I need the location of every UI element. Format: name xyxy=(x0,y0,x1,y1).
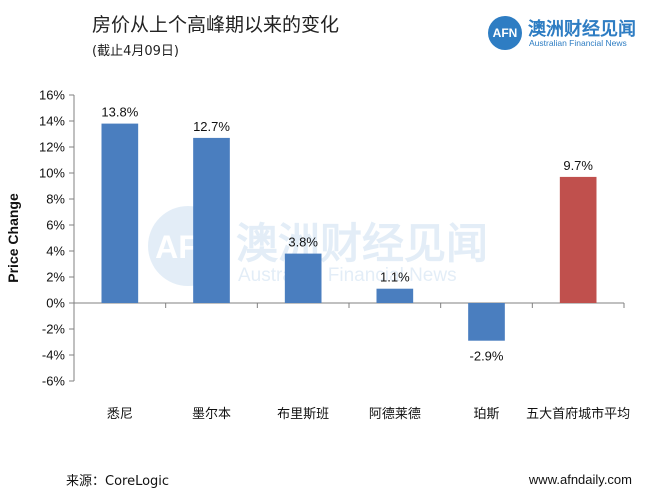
logo-subtitle: Australian Financial News xyxy=(529,38,627,48)
logo-name: 澳洲财经见闻 xyxy=(528,19,636,40)
bar-4[interactable] xyxy=(468,303,505,341)
data-label-0: 13.8% xyxy=(101,105,138,120)
axes: -6% -4% -2% 0% 2% 4% 6% 8% 10% 12% 14% 16% Price Cha… xyxy=(5,88,625,389)
afn-logo-icon: AFN xyxy=(488,16,522,50)
chart-title: 房价从上个高峰期以来的变化 xyxy=(92,14,340,36)
category-label-3: 阿德莱德 xyxy=(369,407,421,422)
y-tick-label: 0% xyxy=(46,296,65,311)
brand-logo: AFN 澳洲财经见闻 Australian Financial News xyxy=(488,12,638,52)
y-tick-label: -6% xyxy=(42,374,66,389)
bar-3[interactable] xyxy=(376,288,414,303)
data-label-2: 3.8% xyxy=(288,235,318,250)
data-label-5: 9.7% xyxy=(563,158,593,173)
y-tick-label: 10% xyxy=(39,166,65,181)
y-tick-label: 8% xyxy=(46,192,65,207)
category-label-4: 珀斯 xyxy=(473,407,499,422)
data-label-4: -2.9% xyxy=(470,349,504,364)
y-tick-label: -2% xyxy=(42,322,66,337)
website-url[interactable]: www.afndaily.com xyxy=(528,472,632,487)
bar-0[interactable] xyxy=(101,123,139,303)
data-label-1: 12.7% xyxy=(193,119,230,134)
bars xyxy=(101,123,597,341)
chart-subtitle: (截止4月09日) xyxy=(92,44,179,59)
y-tick-label: -4% xyxy=(42,348,66,363)
labels: 13.8% 悉尼 12.7% 墨尔本 3.8% 布里斯班 1.1% 阿德莱德 -2.9% 珀斯 9.… xyxy=(101,105,630,422)
watermark-subtitle: Australian Financial News xyxy=(238,265,457,286)
y-tick-label: 14% xyxy=(39,114,65,129)
bar-1[interactable] xyxy=(193,137,230,303)
y-tick-label: 4% xyxy=(46,244,65,259)
y-tick-label: 2% xyxy=(46,270,65,285)
y-tick-label: 6% xyxy=(46,218,65,233)
watermark-name: 澳洲财经见闻 xyxy=(236,219,488,268)
source-note: 来源：CoreLogic xyxy=(66,474,170,489)
y-axis-title: Price Change xyxy=(5,193,21,283)
bar-5[interactable] xyxy=(559,176,597,303)
category-label-5: 五大首府城市平均 xyxy=(526,406,630,422)
y-tick-label: 12% xyxy=(39,140,65,155)
category-label-0: 悉尼 xyxy=(107,407,133,422)
bar-2[interactable] xyxy=(284,253,322,303)
category-label-1: 墨尔本 xyxy=(192,407,231,422)
category-label-2: 布里斯班 xyxy=(277,407,329,422)
y-tick-label: 16% xyxy=(39,88,65,103)
data-label-3: 1.1% xyxy=(380,270,410,285)
